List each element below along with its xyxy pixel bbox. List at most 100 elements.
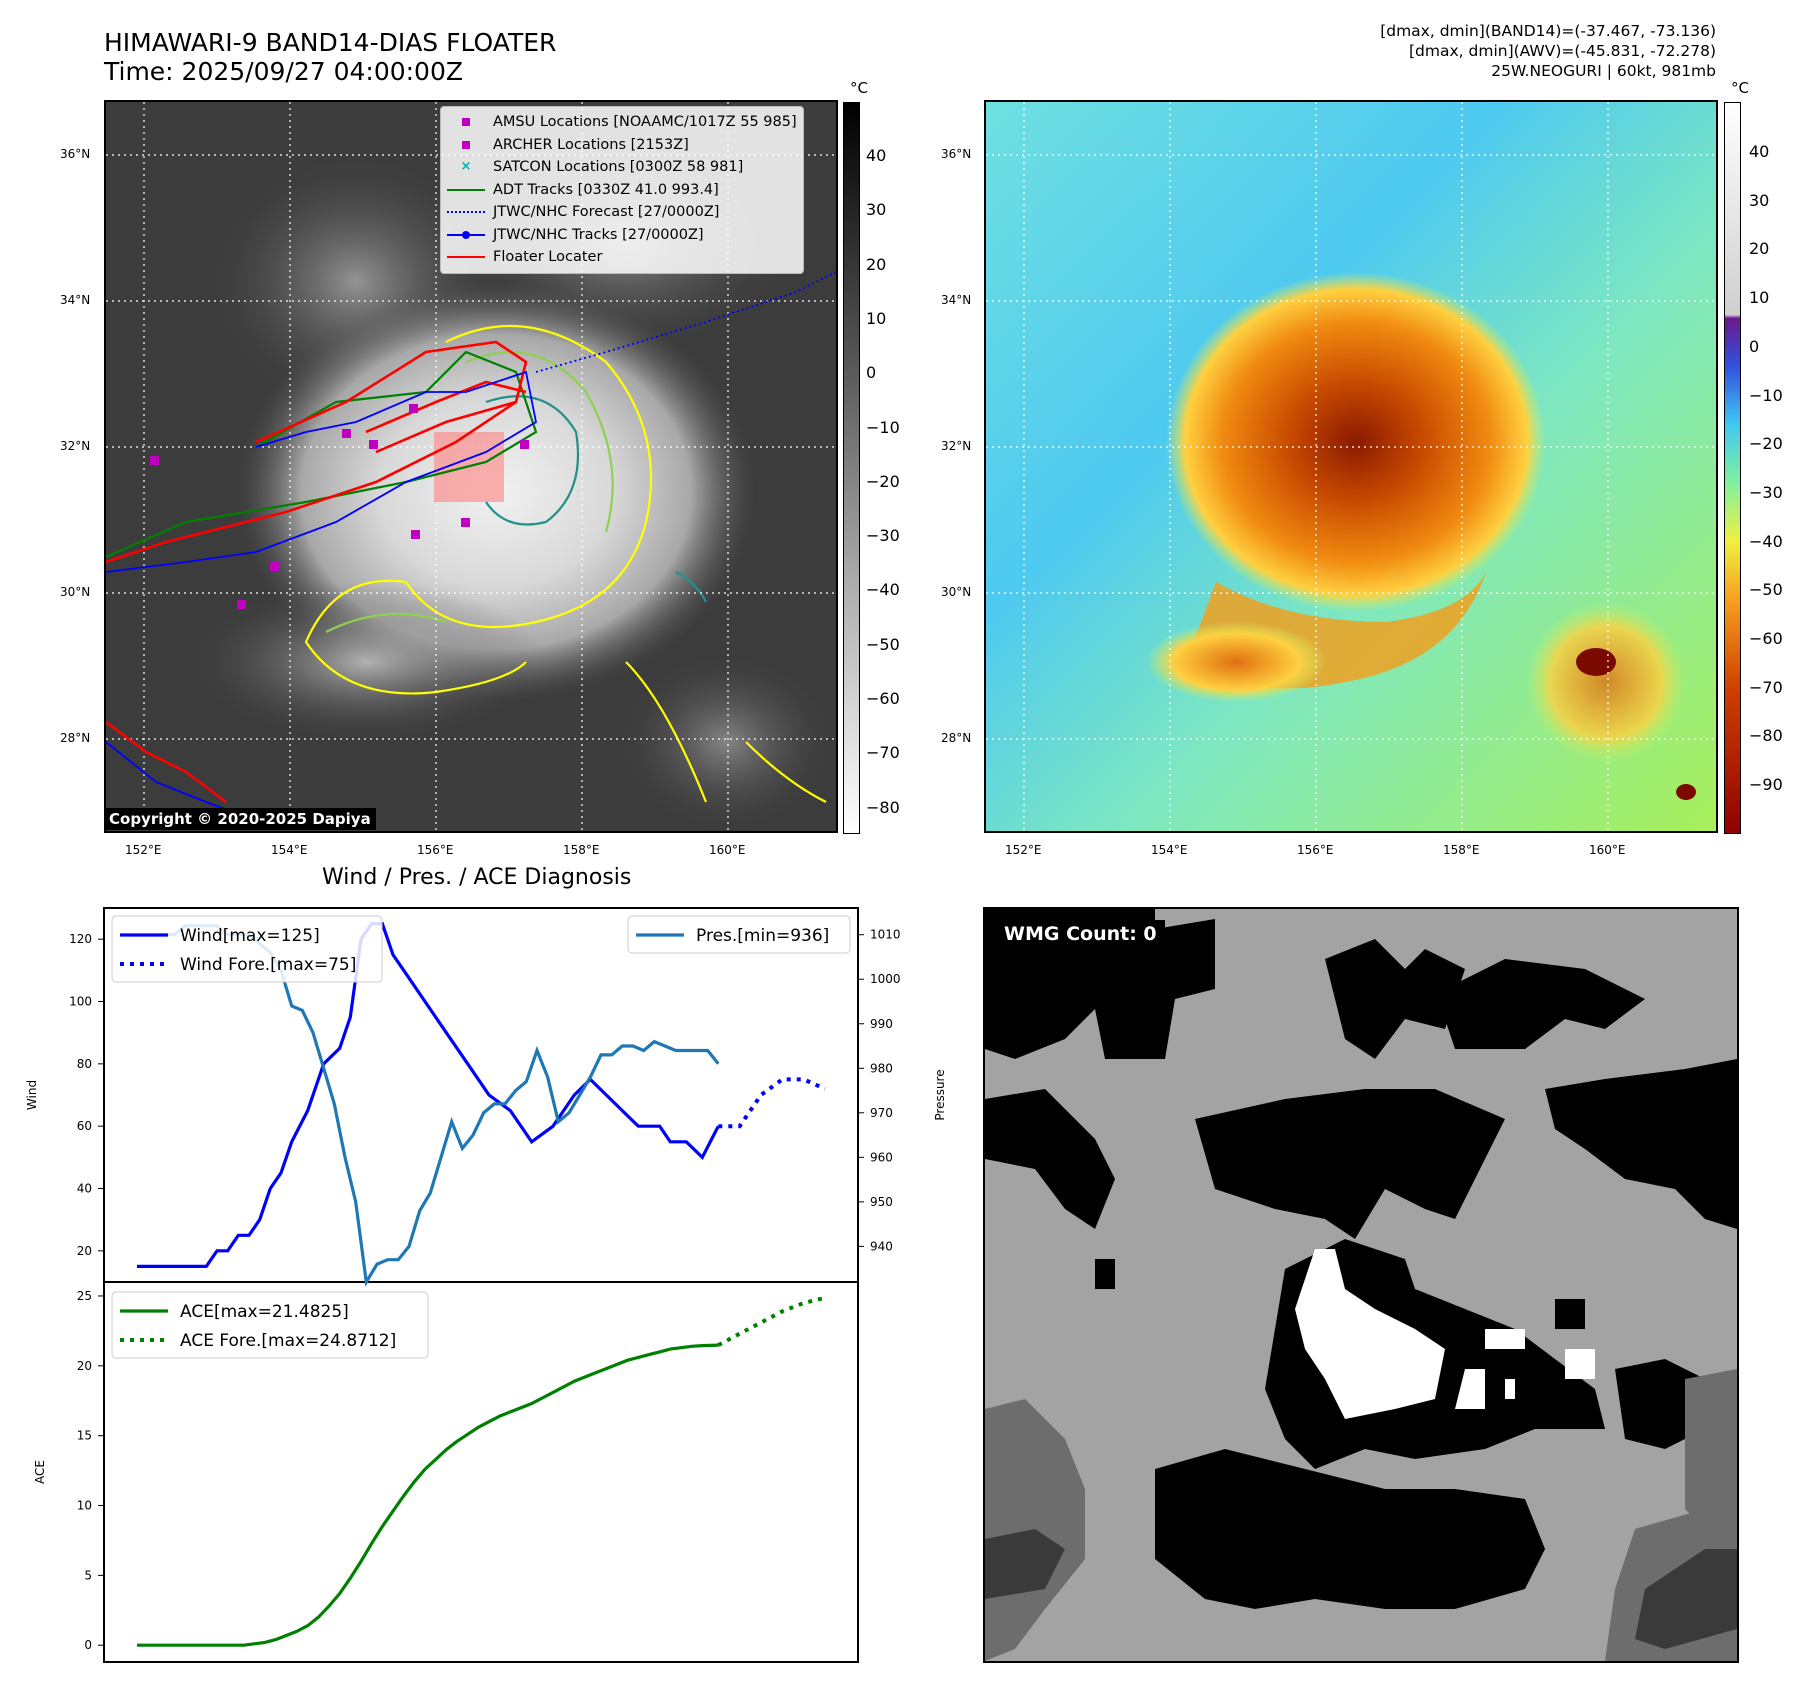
colorbar-tick-label: −30 <box>1749 482 1783 502</box>
line-dot-icon <box>447 228 485 242</box>
diagnosis-chart: 2040608010012094095096097098099010001010… <box>25 907 947 1663</box>
colorbar-unit: °C <box>850 79 868 97</box>
wind-forecast-line <box>718 1077 826 1129</box>
colorbar-tick-label: 10 <box>866 308 887 328</box>
ir-map-image <box>106 102 836 831</box>
y-right-tick-label: 960 <box>870 1150 893 1164</box>
wind-legend-label: Wind[max=125] <box>180 926 320 946</box>
pressure-axis-label: Pressure <box>933 1069 947 1120</box>
colorbar-tick-label: −20 <box>866 471 900 491</box>
legend-item-floater: Floater Locater <box>447 246 797 269</box>
line-icon <box>447 250 485 264</box>
wmg-image <box>985 909 1737 1661</box>
figure-time: Time: 2025/09/27 04:00:00Z <box>104 57 463 86</box>
legend-item-archer: ARCHER Locations [2153Z] <box>447 134 797 157</box>
wind-legend-box <box>111 915 383 983</box>
colorbar-tick-label: −40 <box>866 580 900 600</box>
wind-line <box>137 921 720 1268</box>
lon-label: 152°E <box>125 843 162 857</box>
colorbar-tick-label: −70 <box>1749 677 1783 697</box>
colorbar-tick-label: −20 <box>1749 434 1783 454</box>
y-tick-label: 20 <box>77 1244 92 1258</box>
y-right-tick-label: 970 <box>870 1106 893 1120</box>
line-icon <box>447 183 485 197</box>
colorbar-unit: °C <box>1731 79 1749 97</box>
ace-y-tick-label: 20 <box>77 1359 92 1373</box>
colorbar-tick-label: −60 <box>866 689 900 708</box>
ace-y-tick-label: 15 <box>77 1429 92 1443</box>
ir-map-panel <box>104 100 838 833</box>
ace-forecast-line <box>717 1295 826 1347</box>
lon-label: 160°E <box>709 843 746 857</box>
lon-label: 158°E <box>563 843 600 857</box>
lon-label: 160°E <box>1589 843 1626 857</box>
ace-y-tick-label: 25 <box>77 1289 92 1303</box>
dotted-line-icon <box>447 205 485 219</box>
colorbar-tick-label: 30 <box>866 200 887 220</box>
colorbar-tick-label: 10 <box>1749 288 1770 308</box>
colorbar-tick-label: −60 <box>1749 629 1783 648</box>
lat-label: 30°N <box>941 585 972 599</box>
y-right-tick-label: 950 <box>870 1195 893 1209</box>
legend-item-jtwc-tracks: JTWC/NHC Tracks [27/0000Z] <box>447 224 797 247</box>
y-right-tick-label: 1000 <box>870 972 901 986</box>
colorbar-tick-label: 40 <box>1749 142 1770 161</box>
colorbar-tick-label: 20 <box>1749 239 1770 259</box>
x-marker-icon: × <box>460 159 472 175</box>
lat-label: 36°N <box>941 147 972 161</box>
colorbar-tick-label: −40 <box>1749 531 1783 551</box>
lat-label: 36°N <box>60 147 91 161</box>
colorbar-tick-label: −30 <box>866 526 900 546</box>
awv-map-image <box>986 102 1716 831</box>
colorbar-tick-label: −50 <box>1749 580 1783 600</box>
y-tick-label: 40 <box>77 1182 92 1196</box>
ace-line <box>137 1343 719 1647</box>
wmg-count-label: WMG Count: 0 <box>996 920 1165 948</box>
pressure-legend-label: Pres.[min=936] <box>696 926 829 946</box>
ace-legend-box <box>111 1291 429 1359</box>
ace-y-tick-label: 5 <box>84 1568 92 1582</box>
lat-label: 28°N <box>60 731 91 745</box>
colorbar-tick-label: −80 <box>866 797 900 817</box>
awv-map-panel <box>984 100 1718 833</box>
info-line-3: 25W.NEOGURI | 60kt, 981mb <box>1491 62 1716 80</box>
lat-label: 28°N <box>941 731 972 745</box>
y-tick-label: 60 <box>77 1119 92 1133</box>
figure-title: HIMAWARI-9 BAND14-DIAS FLOATER <box>104 28 557 57</box>
y-tick-label: 120 <box>69 932 92 946</box>
diagnosis-title: Wind / Pres. / ACE Diagnosis <box>322 865 632 890</box>
y-right-tick-label: 990 <box>870 1017 893 1031</box>
copyright-label: Copyright © 2020-2025 Dapiya <box>104 808 376 830</box>
y-tick-label: 100 <box>69 995 92 1009</box>
colorbar-tick-label: 30 <box>1749 190 1770 210</box>
colorbar-tick-label: −50 <box>866 634 900 654</box>
lat-label: 34°N <box>941 293 972 307</box>
lat-label: 30°N <box>60 585 91 599</box>
colorbar-tick-label: −10 <box>866 417 900 437</box>
info-line-2: [dmax, dmin](AWV)=(-45.831, -72.278) <box>1409 42 1716 60</box>
wind-legend-label: Wind Fore.[max=75] <box>180 955 356 975</box>
legend-item-amsu: AMSU Locations [NOAAMC/1017Z 55 985] <box>447 111 797 134</box>
lon-label: 156°E <box>417 843 454 857</box>
lat-label: 34°N <box>60 293 91 307</box>
legend-item-adt: ADT Tracks [0330Z 41.0 993.4] <box>447 179 797 202</box>
info-line-1: [dmax, dmin](BAND14)=(-37.467, -73.136) <box>1380 22 1716 40</box>
lon-label: 158°E <box>1443 843 1480 857</box>
pressure-legend-box <box>627 915 851 954</box>
y-right-tick-label: 1010 <box>870 928 901 942</box>
colorbar-tick-label: −80 <box>1749 726 1783 746</box>
colorbar-tick-label: 20 <box>866 254 887 274</box>
lon-label: 154°E <box>271 843 308 857</box>
legend-item-satcon: × SATCON Locations [0300Z 58 981] <box>447 156 797 179</box>
square-marker-icon <box>447 115 485 129</box>
lat-label: 32°N <box>941 439 972 453</box>
ace-legend-label: ACE Fore.[max=24.8712] <box>180 1331 396 1351</box>
ace-axes-frame <box>103 1281 859 1663</box>
ir-colorbar <box>843 102 860 834</box>
ace-axis-label: ACE <box>33 1460 47 1484</box>
ace-y-tick-label: 0 <box>84 1638 92 1652</box>
y-tick-label: 80 <box>77 1057 92 1071</box>
lat-label: 32°N <box>60 439 91 453</box>
ir-map-legend: AMSU Locations [NOAAMC/1017Z 55 985] ARC… <box>440 106 804 274</box>
lon-label: 156°E <box>1297 843 1334 857</box>
